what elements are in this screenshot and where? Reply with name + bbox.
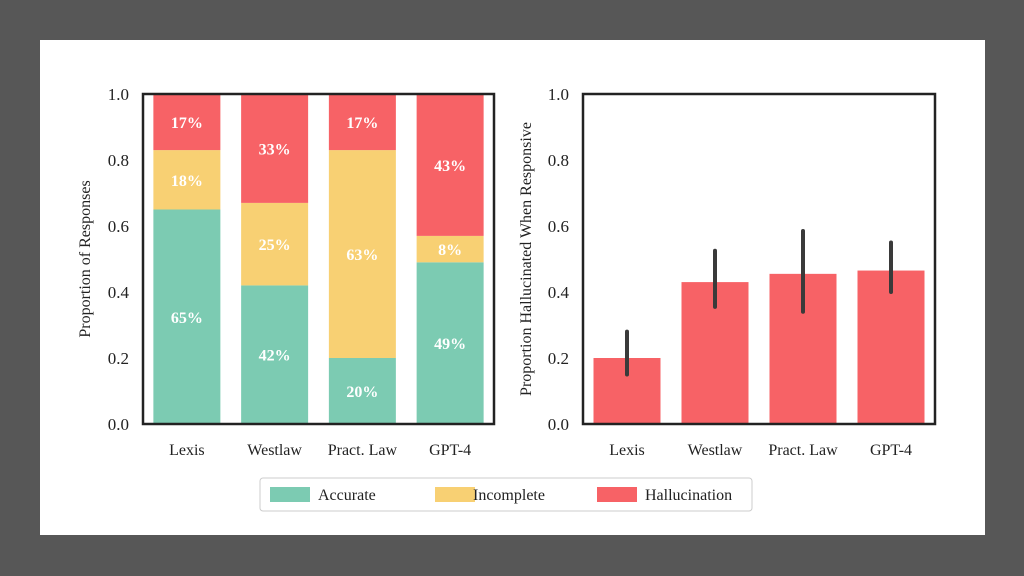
x-tick-label: Pract. Law xyxy=(328,442,398,459)
axes-frame xyxy=(581,92,937,426)
data-label: 8% xyxy=(438,242,462,259)
y-tick-label: 0.0 xyxy=(548,415,569,434)
legend-swatch xyxy=(270,487,310,502)
y-tick-label: 1.0 xyxy=(548,85,569,104)
legend-label: Incomplete xyxy=(473,487,545,504)
y-axis-label: Proportion of Responses xyxy=(77,180,94,337)
bar-incomplete xyxy=(416,235,484,263)
x-tick-label: GPT-4 xyxy=(429,442,471,459)
data-label: 63% xyxy=(346,247,378,264)
data-label: 17% xyxy=(346,115,378,132)
legend xyxy=(259,477,753,512)
bar-hallucination xyxy=(241,94,309,203)
data-label: 42% xyxy=(259,348,291,365)
legend-swatch xyxy=(435,487,475,502)
y-tick-label: 0.6 xyxy=(548,217,569,236)
y-tick-label: 0.2 xyxy=(108,349,129,368)
x-tick-label: Westlaw xyxy=(247,442,302,459)
y-tick-label: 0.4 xyxy=(108,283,130,302)
bar-hallucination xyxy=(416,94,484,236)
legend-label: Accurate xyxy=(318,487,376,504)
bar-hallucination xyxy=(153,94,221,151)
data-label: 20% xyxy=(346,384,378,401)
data-label: 33% xyxy=(259,141,291,158)
y-tick-label: 0.2 xyxy=(548,349,569,368)
x-tick-label: Lexis xyxy=(169,442,205,459)
bar-hallucination xyxy=(328,94,396,151)
legend-swatch xyxy=(597,487,637,502)
y-tick-label: 0.8 xyxy=(108,151,129,170)
data-label: 17% xyxy=(171,115,203,132)
data-label: 18% xyxy=(171,173,203,190)
x-tick-label: Lexis xyxy=(609,442,645,459)
y-tick-label: 0.4 xyxy=(548,283,570,302)
bar-accurate xyxy=(416,262,484,424)
bar-accurate xyxy=(328,358,396,424)
data-label: 65% xyxy=(171,310,203,327)
y-tick-label: 1.0 xyxy=(108,85,129,104)
data-label: 25% xyxy=(259,237,291,254)
data-label: 49% xyxy=(434,336,466,353)
legend-label: Hallucination xyxy=(645,487,732,504)
y-tick-label: 0.8 xyxy=(548,151,569,170)
y-tick-label: 0.6 xyxy=(108,217,129,236)
data-label: 43% xyxy=(434,158,466,175)
bar-hallucination-rate xyxy=(857,270,925,424)
bar-accurate xyxy=(153,209,221,424)
bar-incomplete xyxy=(153,150,221,210)
axes-frame xyxy=(141,92,496,426)
bar-accurate xyxy=(241,285,309,424)
x-tick-label: Westlaw xyxy=(688,442,743,459)
bar-incomplete xyxy=(328,150,396,358)
y-tick-label: 0.0 xyxy=(108,415,129,434)
x-tick-label: Pract. Law xyxy=(768,442,838,459)
y-axis-label: Proportion Hallucinated When Responsive xyxy=(518,122,535,396)
bar-incomplete xyxy=(241,202,309,286)
x-tick-label: GPT-4 xyxy=(870,442,912,459)
